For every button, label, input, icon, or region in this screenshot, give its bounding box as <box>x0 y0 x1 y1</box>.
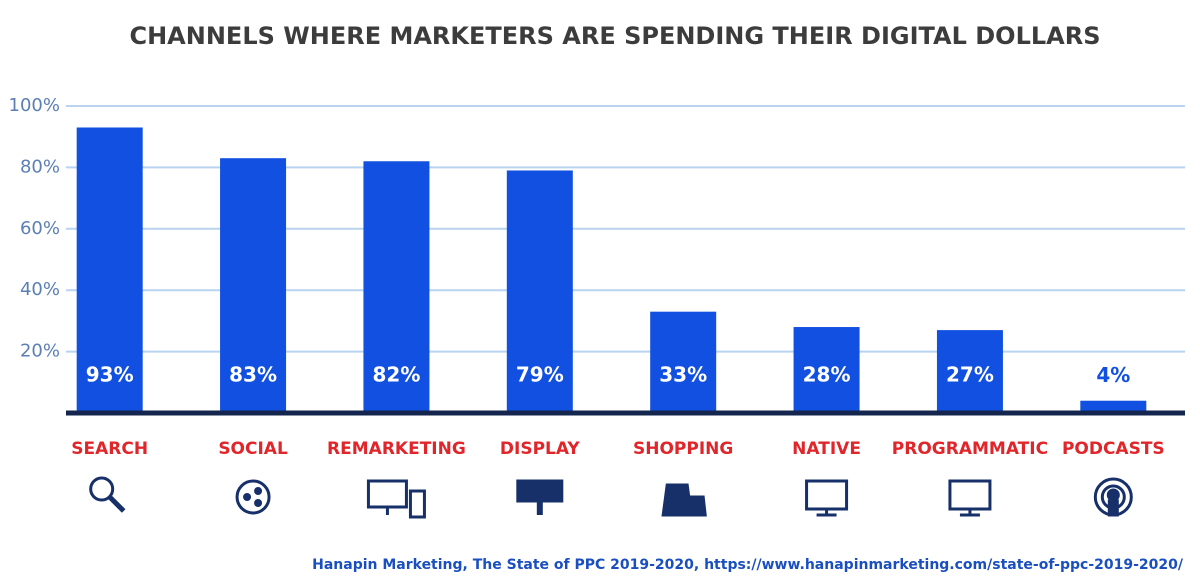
icon-part <box>805 479 849 511</box>
bar <box>1080 400 1147 413</box>
x-tick-label: NATIVE <box>792 439 861 459</box>
y-tick-label: 100% <box>9 95 60 116</box>
x-tick-label: SHOPPING <box>633 439 733 459</box>
y-tick-label: 80% <box>20 156 60 177</box>
icon-part <box>408 489 426 519</box>
chart-title: CHANNELS WHERE MARKETERS ARE SPENDING TH… <box>129 22 1100 50</box>
icon-part <box>243 493 252 501</box>
source: Hanapin Marketing, The State of PPC 2019… <box>312 557 1184 573</box>
category-icon <box>805 479 849 517</box>
category-icon <box>948 479 992 517</box>
y-tick-label: 60% <box>20 218 60 239</box>
icon-part <box>948 479 992 511</box>
data-label: 79% <box>516 363 564 387</box>
icon-part <box>366 479 408 509</box>
data-label: 83% <box>229 363 277 387</box>
bar <box>363 161 430 413</box>
x-tick-label: PODCASTS <box>1062 439 1165 459</box>
data-label: 33% <box>659 363 707 387</box>
bar <box>506 170 573 413</box>
icon-part <box>89 476 115 502</box>
x-tick-label: SOCIAL <box>218 439 288 459</box>
icon-part <box>1107 499 1119 517</box>
x-tick-label: SEARCH <box>71 439 148 459</box>
data-label: 93% <box>86 363 134 387</box>
bar <box>650 311 717 413</box>
icon-part <box>235 479 271 515</box>
category-icon <box>661 483 707 517</box>
bar <box>220 158 287 413</box>
y-tick-label: 20% <box>20 341 60 362</box>
data-label: 4% <box>1096 363 1130 387</box>
icon-part <box>254 487 263 495</box>
bar <box>76 127 143 414</box>
icon-part <box>1106 488 1120 502</box>
category-icon <box>516 479 564 515</box>
category-icon <box>1093 477 1133 517</box>
data-label: 28% <box>803 363 851 387</box>
icon-part <box>107 495 126 513</box>
data-label: 27% <box>946 363 994 387</box>
bar <box>936 330 1003 413</box>
x-tick-label: REMARKETING <box>327 439 466 459</box>
category-icon <box>235 479 271 515</box>
data-label: 82% <box>373 363 421 387</box>
bar <box>793 327 860 413</box>
icon-part <box>516 479 564 503</box>
category-icon <box>89 476 126 513</box>
category-icon <box>366 479 426 519</box>
x-tick-label: DISPLAY <box>500 439 581 459</box>
y-tick-label: 40% <box>20 279 60 300</box>
icon-part <box>254 499 263 507</box>
x-tick-label: PROGRAMMATIC <box>892 439 1048 459</box>
icon-part <box>681 495 707 517</box>
